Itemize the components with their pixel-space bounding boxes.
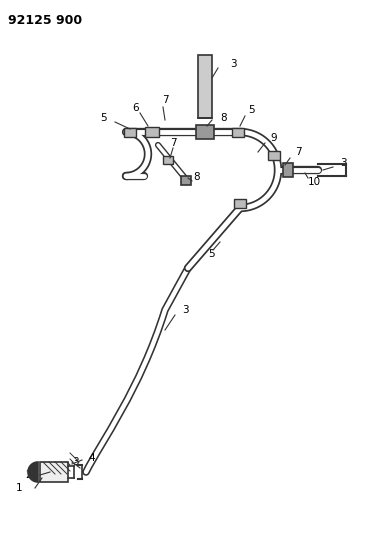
Bar bbox=[145, 127, 159, 137]
Text: 7: 7 bbox=[295, 147, 301, 157]
Text: 3: 3 bbox=[182, 305, 189, 315]
Bar bbox=[234, 199, 246, 208]
Bar bbox=[268, 151, 280, 160]
Text: 7: 7 bbox=[170, 138, 177, 148]
Text: 8: 8 bbox=[220, 113, 227, 123]
Text: 5: 5 bbox=[100, 113, 106, 123]
Bar bbox=[124, 128, 136, 137]
Bar bbox=[181, 176, 191, 185]
Bar bbox=[163, 156, 173, 164]
Text: 8: 8 bbox=[193, 172, 200, 182]
Text: 1: 1 bbox=[15, 483, 22, 493]
Text: 5: 5 bbox=[248, 105, 255, 115]
Bar bbox=[198, 55, 212, 118]
Text: 6: 6 bbox=[132, 103, 138, 113]
Text: 5: 5 bbox=[208, 249, 214, 259]
Text: 3: 3 bbox=[340, 158, 347, 168]
Text: 92125 900: 92125 900 bbox=[8, 14, 82, 27]
Text: 3: 3 bbox=[72, 457, 79, 467]
Bar bbox=[232, 128, 244, 137]
Bar bbox=[196, 125, 214, 139]
Wedge shape bbox=[28, 462, 38, 482]
Bar bbox=[283, 163, 293, 177]
Text: 10: 10 bbox=[308, 177, 321, 187]
Text: 2: 2 bbox=[25, 470, 32, 480]
Text: 7: 7 bbox=[162, 95, 168, 105]
Text: 9: 9 bbox=[270, 133, 277, 143]
Bar bbox=[40, 462, 68, 482]
Text: 3: 3 bbox=[230, 59, 237, 69]
Text: 4: 4 bbox=[88, 453, 95, 463]
